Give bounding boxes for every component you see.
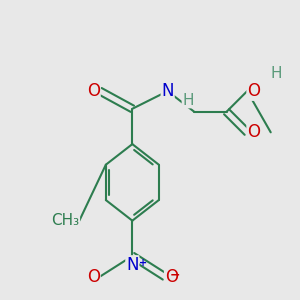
Text: O: O	[87, 268, 100, 286]
Text: H: H	[271, 66, 282, 81]
Text: N: N	[126, 256, 139, 274]
Text: N: N	[161, 82, 174, 100]
Text: CH₃: CH₃	[51, 213, 79, 228]
Text: O: O	[87, 82, 100, 100]
Text: −: −	[170, 268, 180, 282]
Text: +: +	[139, 258, 147, 268]
Text: H: H	[182, 93, 194, 108]
Text: O: O	[165, 268, 178, 286]
Text: O: O	[247, 123, 260, 141]
Text: O: O	[247, 82, 260, 100]
